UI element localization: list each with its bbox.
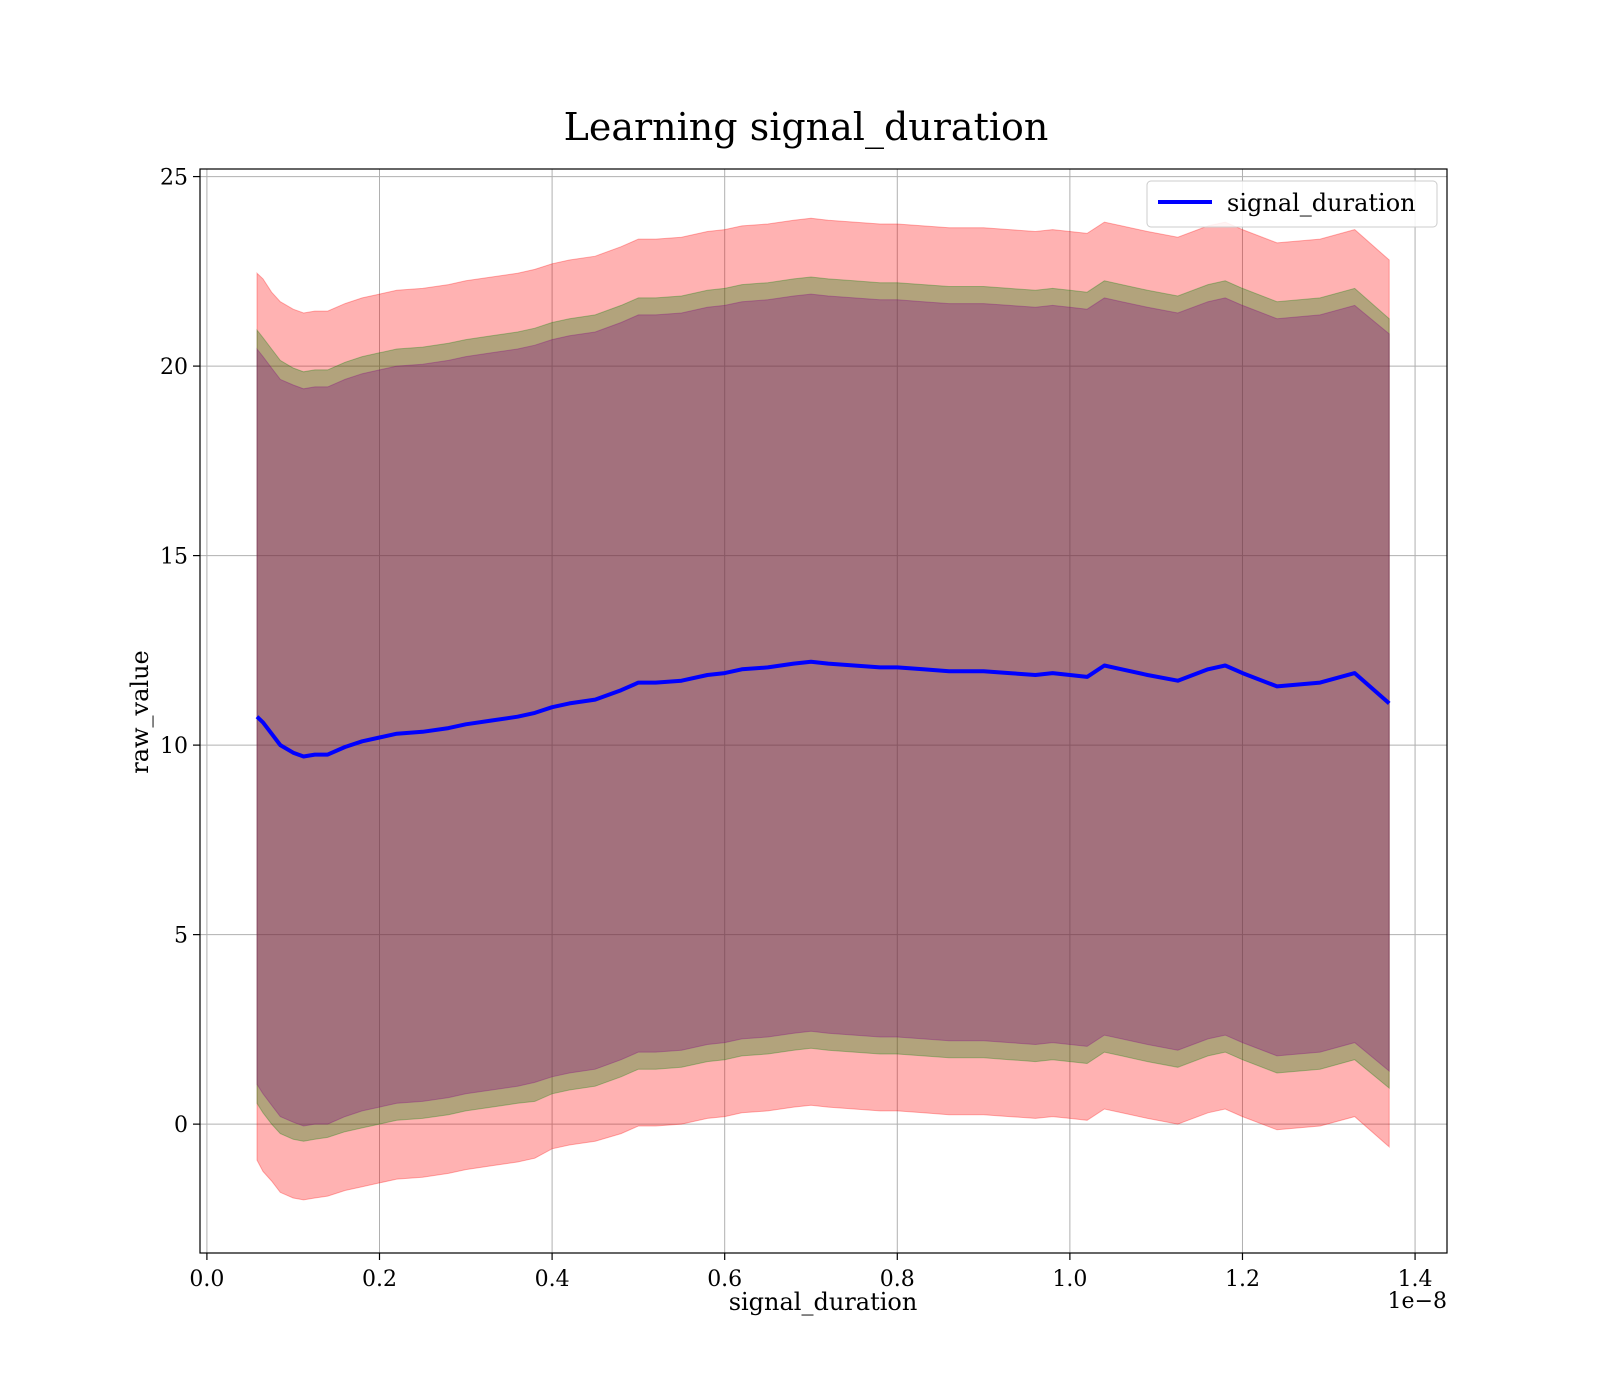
x-tick-label-2: 0.4 xyxy=(535,1267,570,1292)
legend-box xyxy=(1146,180,1438,228)
y-axis-ticks: 0 5 10 15 20 25 xyxy=(160,166,200,1138)
x-tick-label-5: 1.0 xyxy=(1052,1267,1087,1292)
series-lines xyxy=(255,659,1391,759)
x-tick-label-7: 1.4 xyxy=(1398,1267,1433,1292)
y-tick-label-4: 20 xyxy=(160,355,188,380)
x-axis-offset-text: 1e−8 xyxy=(1388,1289,1447,1314)
x-axis-ticks: 0.0 0.2 0.4 0.6 0.8 1.0 1.2 1.4 xyxy=(189,1253,1433,1292)
y-tick-label-2: 10 xyxy=(160,734,188,759)
grid xyxy=(200,169,1447,1253)
legend: signal_duration xyxy=(1146,180,1438,228)
confidence-bands xyxy=(256,217,1390,1201)
band-2 xyxy=(256,293,1390,1127)
plot-frame xyxy=(199,168,1448,1254)
y-tick-label-1: 5 xyxy=(174,924,188,949)
x-tick-label-4: 0.8 xyxy=(880,1267,915,1292)
series-line-0 xyxy=(255,659,1391,759)
x-tick-label-3: 0.6 xyxy=(707,1267,742,1292)
x-axis-label: signal_duration xyxy=(729,1288,918,1316)
y-axis-label: raw_value xyxy=(126,650,154,774)
legend-entry: signal_duration xyxy=(1227,189,1416,217)
chart-title: Learning signal_duration xyxy=(564,105,1049,150)
x-tick-label-6: 1.2 xyxy=(1225,1267,1260,1292)
y-tick-label-0: 0 xyxy=(174,1113,188,1138)
band-1 xyxy=(256,276,1390,1142)
y-tick-label-3: 15 xyxy=(160,545,188,570)
x-tick-label-1: 0.2 xyxy=(362,1267,397,1292)
y-tick-label-5: 25 xyxy=(160,166,188,191)
x-tick-label-0: 0.0 xyxy=(189,1267,224,1292)
band-0 xyxy=(256,217,1390,1201)
